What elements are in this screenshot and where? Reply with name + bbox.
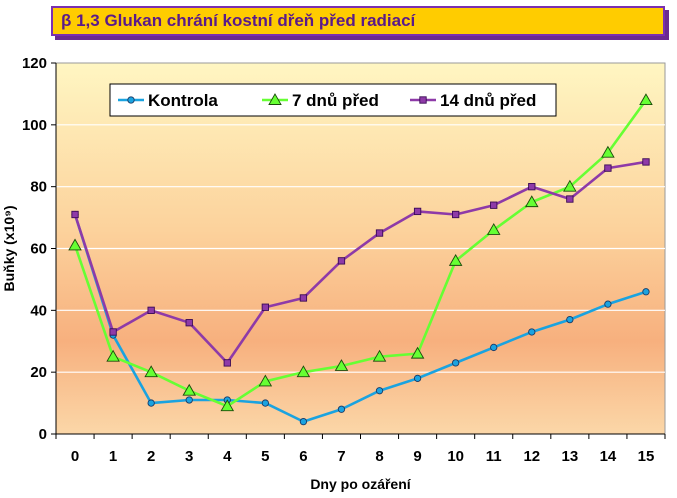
- x-tick-label: 9: [413, 448, 421, 465]
- data-point: [337, 257, 346, 265]
- legend-marker: [127, 96, 135, 104]
- data-point: [68, 238, 82, 251]
- data-point: [337, 405, 346, 413]
- chart-title: β 1,3 Glukan chrání kostní dřeň před rad…: [61, 11, 416, 30]
- x-tick-label: 10: [447, 448, 464, 465]
- data-point: [604, 300, 612, 308]
- data-point: [452, 359, 460, 367]
- data-point: [563, 179, 577, 192]
- data-point: [334, 359, 349, 371]
- data-point: [258, 374, 273, 387]
- x-tick-label: 12: [523, 448, 540, 465]
- legend-label: 14 dnů před: [440, 91, 536, 110]
- x-tick-label: 1: [109, 448, 117, 465]
- data-point: [566, 195, 574, 203]
- chart-title-box: β 1,3 Glukan chrání kostní dřeň před rad…: [51, 6, 665, 36]
- x-tick-label: 15: [638, 448, 655, 465]
- data-point: [375, 387, 384, 395]
- y-tick-label: 20: [30, 364, 47, 381]
- data-point: [604, 164, 612, 172]
- data-point: [223, 359, 231, 367]
- series-line: [73, 99, 648, 408]
- x-tick-label: 7: [337, 448, 345, 465]
- data-point: [261, 303, 269, 311]
- data-point: [299, 294, 308, 302]
- data-point: [448, 253, 463, 266]
- data-point: [490, 201, 498, 209]
- x-tick-label: 5: [261, 448, 269, 465]
- x-tick-label: 3: [185, 448, 193, 465]
- y-tick-label: 0: [39, 426, 47, 443]
- legend-marker: [419, 96, 427, 104]
- data-point: [144, 365, 158, 378]
- data-point: [452, 210, 460, 219]
- data-point: [490, 343, 498, 352]
- series-3: [71, 158, 650, 367]
- data-point: [486, 223, 501, 235]
- data-point: [299, 417, 308, 426]
- x-tick-label: 8: [375, 448, 383, 465]
- legend-entry: 7 dnů před: [262, 91, 379, 110]
- legend-entry: 14 dnů před: [410, 91, 536, 110]
- legend-label: Kontrola: [148, 91, 218, 110]
- data-point: [220, 399, 235, 412]
- data-point: [147, 306, 155, 314]
- data-point: [185, 319, 193, 327]
- y-tick-label: 60: [30, 241, 47, 258]
- data-point: [109, 328, 117, 336]
- x-tick-label: 13: [562, 448, 579, 465]
- x-tick-label: 6: [299, 448, 307, 465]
- data-point: [642, 288, 650, 296]
- data-point: [528, 328, 536, 336]
- legend-marker: [268, 93, 282, 105]
- data-point: [642, 158, 650, 166]
- data-point: [296, 365, 311, 378]
- data-point: [410, 346, 425, 359]
- data-point: [566, 315, 574, 324]
- series-line: [73, 160, 647, 365]
- series-layer: [68, 93, 653, 426]
- data-point: [185, 396, 193, 404]
- y-axis-title: Buňky (x10⁹): [1, 205, 17, 291]
- data-point: [182, 383, 196, 396]
- data-point: [639, 93, 653, 106]
- x-tick-label: 2: [147, 448, 155, 465]
- data-point: [601, 145, 615, 158]
- data-point: [375, 229, 384, 237]
- x-tick-label: 11: [486, 448, 502, 465]
- x-axis-title: Dny po ozáření: [310, 476, 411, 492]
- x-tick-label: 14: [600, 448, 617, 465]
- x-tick-label: 0: [71, 448, 79, 465]
- y-tick-label: 80: [30, 179, 47, 196]
- legend-box: [109, 83, 557, 117]
- data-point: [525, 195, 539, 208]
- data-point: [261, 399, 269, 407]
- data-point: [147, 399, 155, 407]
- legend: Kontrola 7 dnů před 14 dnů před: [109, 83, 557, 117]
- x-tick-label: 4: [223, 448, 232, 465]
- y-tick-label: 40: [30, 302, 47, 319]
- series-2: [68, 93, 653, 412]
- legend-label: 7 dnů před: [292, 91, 379, 110]
- data-point: [528, 183, 536, 191]
- series-1: [71, 210, 650, 426]
- y-tick-label: 100: [22, 117, 47, 134]
- data-point: [413, 207, 422, 216]
- legend-entry: Kontrola: [118, 91, 218, 110]
- data-point: [106, 349, 120, 362]
- data-point: [372, 349, 387, 362]
- data-point: [71, 210, 79, 219]
- y-tick-label: 120: [22, 55, 47, 72]
- data-point: [413, 374, 422, 382]
- series-line: [73, 214, 647, 423]
